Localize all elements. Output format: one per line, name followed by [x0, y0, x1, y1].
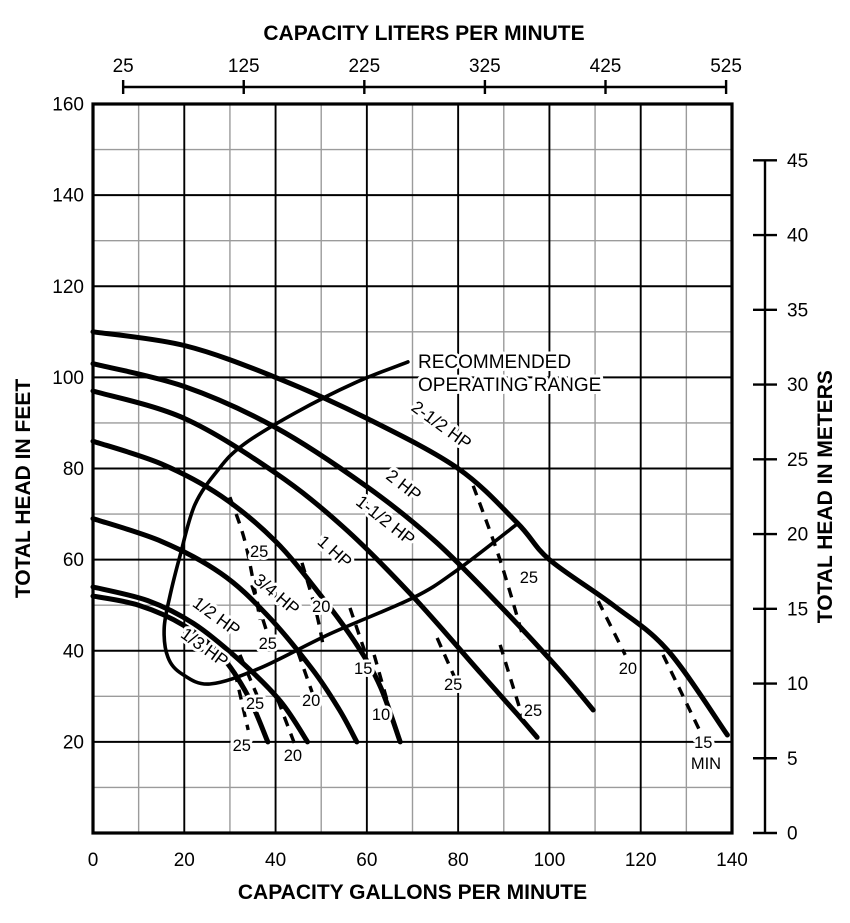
suction-lift-line-25 [471, 485, 526, 641]
suction-lift-label: 25 [520, 569, 538, 587]
suction-lift-line-20 [296, 651, 314, 693]
suction-lift-label: 20 [284, 747, 302, 765]
feet-tick-label: 40 [63, 641, 84, 662]
feet-tick-label: 100 [52, 368, 84, 389]
suction-lift-label: 25 [524, 702, 542, 720]
suction-lift-line-25 [498, 644, 526, 723]
liters-tick-label: 225 [348, 56, 380, 77]
suction-lift-label: 10 [372, 706, 390, 724]
liters-tick-label: 25 [113, 56, 134, 77]
feet-tick-label: 140 [52, 186, 84, 207]
suction-lift-line-25 [233, 671, 250, 731]
meters-tick-label: 15 [787, 599, 808, 620]
suction-lift-label: 20 [619, 660, 637, 678]
meters-tick-label: 0 [787, 824, 798, 845]
meters-tick-label: 5 [787, 749, 798, 770]
gpm-tick-label: 60 [356, 850, 377, 871]
pump-curve-3-4-hp [90, 516, 360, 745]
top-axis-liters: 25 125 225 325 425 525 CAPACITY LITERS PER MIN… [113, 22, 742, 94]
gpm-tick-label: 0 [88, 850, 99, 871]
gpm-tick-label: 100 [534, 850, 566, 871]
suction-lift-min-label: MIN [691, 755, 721, 773]
suction-lift-lines [228, 485, 704, 749]
liters-tick-label: 525 [710, 56, 742, 77]
feet-tick-label: 80 [63, 459, 84, 480]
gpm-tick-label: 80 [448, 850, 469, 871]
suction-lift-label: 25 [246, 695, 264, 713]
suction-lift-line-15 [348, 607, 368, 656]
top-axis-title: CAPACITY LITERS PER MINUTE [263, 22, 584, 45]
suction-lift-label: 15 [694, 734, 712, 752]
feet-tick-label: 120 [52, 277, 84, 298]
recommended-operating-range [162, 360, 519, 686]
gpm-tick-label: 140 [716, 850, 748, 871]
meters-tick-label: 20 [787, 525, 808, 546]
meters-tick-label: 35 [787, 300, 808, 321]
gpm-tick-label: 120 [625, 850, 657, 871]
meters-tick-label: 25 [787, 450, 808, 471]
suction-lift-label: 25 [250, 543, 268, 561]
suction-lift-line-20 [276, 699, 298, 749]
meters-tick-label: 30 [787, 375, 808, 396]
recommended-range-label-line2: OPERATING RANGE [418, 375, 601, 396]
plot-border [91, 102, 734, 835]
suction-lift-line-20 [300, 562, 326, 651]
liters-tick-label: 325 [469, 56, 501, 77]
recommended-range-outline [162, 360, 519, 686]
pump-curve-1-1-2-hp [90, 388, 540, 740]
right-axis-meters: 0 5 10 15 20 25 30 35 40 45 TOTAL HEAD IN METERS [753, 151, 837, 845]
meters-tick-label: 40 [787, 226, 808, 247]
suction-lift-labels: 25 25 20 25 20 25 20 15 10 25 25 25 20 15 MIN [230, 540, 724, 776]
bottom-axis-title: CAPACITY GALLONS PER MINUTE [238, 881, 587, 904]
pump-curve-2-1-2-hp [90, 329, 730, 738]
gpm-tick-label: 20 [174, 850, 195, 871]
feet-tick-label: 160 [52, 95, 84, 116]
suction-lift-label: 15 [354, 660, 372, 678]
liters-tick-label: 425 [590, 56, 622, 77]
right-axis-title: TOTAL HEAD IN METERS [814, 370, 837, 623]
meters-tick-label: 10 [787, 674, 808, 695]
suction-lift-line-25 [435, 637, 457, 679]
recommended-range-label-line1: RECOMMENDED [418, 352, 571, 373]
pump-curve-1-2-hp [90, 584, 310, 745]
grid [93, 104, 732, 833]
suction-lift-line-15 [661, 654, 704, 736]
left-axis-feet: 20 40 60 80 100 120 140 160 TOTAL HEAD IN FEET [12, 95, 84, 754]
suction-lift-line-10 [372, 654, 389, 701]
suction-lift-label: 25 [259, 635, 277, 653]
suction-lift-label: 20 [312, 598, 330, 616]
suction-lift-line-25 [228, 496, 262, 621]
bottom-axis-gpm: 0 20 40 60 80 100 120 140 CAPACITY GALLONS PER M… [88, 850, 748, 904]
suction-lift-label: 20 [302, 692, 320, 710]
gpm-tick-label: 40 [265, 850, 286, 871]
pump-curve-2-hp [90, 361, 596, 713]
pump-curves [90, 329, 730, 745]
suction-lift-line-25 [238, 654, 259, 696]
suction-lift-label: 25 [444, 676, 462, 694]
pump-curve-1-3-hp [90, 593, 271, 745]
left-axis-title: TOTAL HEAD IN FEET [12, 379, 35, 599]
feet-tick-label: 20 [63, 732, 84, 753]
meters-tick-label: 45 [787, 151, 808, 172]
pump-curve-1-hp [90, 438, 403, 745]
feet-tick-label: 60 [63, 550, 84, 571]
suction-lift-label: 25 [233, 737, 251, 755]
liters-tick-label: 125 [228, 56, 260, 77]
